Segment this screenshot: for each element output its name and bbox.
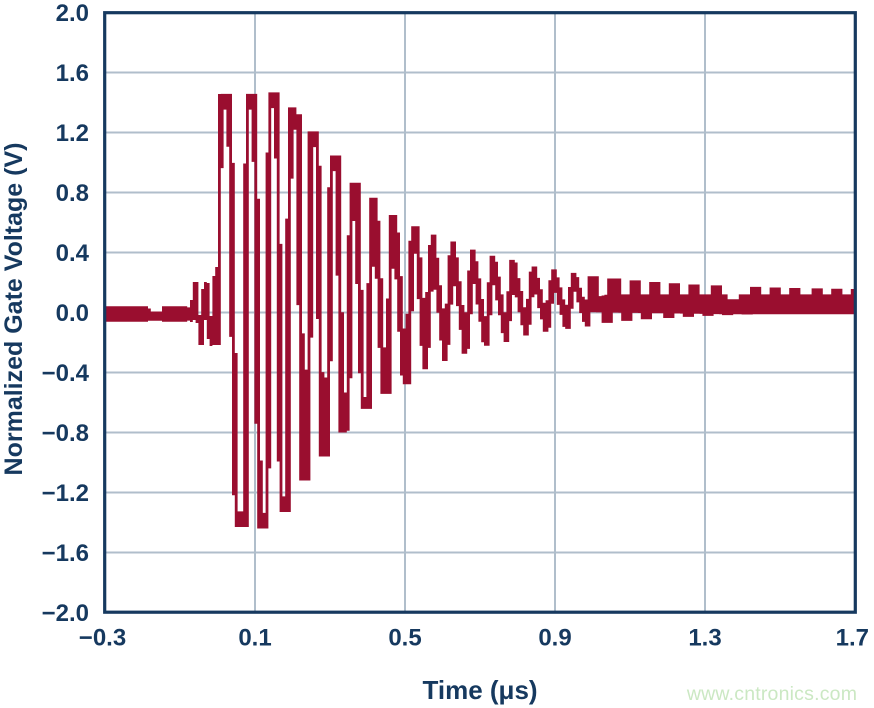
svg-text:2.0: 2.0 <box>56 0 89 27</box>
svg-text:Time (μs): Time (μs) <box>422 675 537 705</box>
svg-text:0.8: 0.8 <box>56 180 89 207</box>
svg-text:0.1: 0.1 <box>238 625 271 652</box>
svg-text:1.6: 1.6 <box>56 60 89 87</box>
svg-text:1.3: 1.3 <box>688 625 721 652</box>
svg-text:0.0: 0.0 <box>56 300 89 327</box>
svg-text:0.9: 0.9 <box>538 625 571 652</box>
svg-text:−0.4: −0.4 <box>42 360 90 387</box>
svg-text:−0.8: −0.8 <box>42 420 89 447</box>
svg-text:0.5: 0.5 <box>388 625 421 652</box>
svg-text:−1.6: −1.6 <box>42 540 89 567</box>
svg-text:1.2: 1.2 <box>56 120 89 147</box>
svg-text:−1.2: −1.2 <box>42 480 89 507</box>
svg-text:−0.3: −0.3 <box>79 625 126 652</box>
svg-text:Normalized Gate Voltage (V): Normalized Gate Voltage (V) <box>0 143 28 476</box>
svg-text:0.4: 0.4 <box>56 240 90 267</box>
svg-text:www.cntronics.com: www.cntronics.com <box>686 683 857 705</box>
svg-text:−2.0: −2.0 <box>42 600 89 627</box>
svg-text:1.7: 1.7 <box>836 625 869 652</box>
